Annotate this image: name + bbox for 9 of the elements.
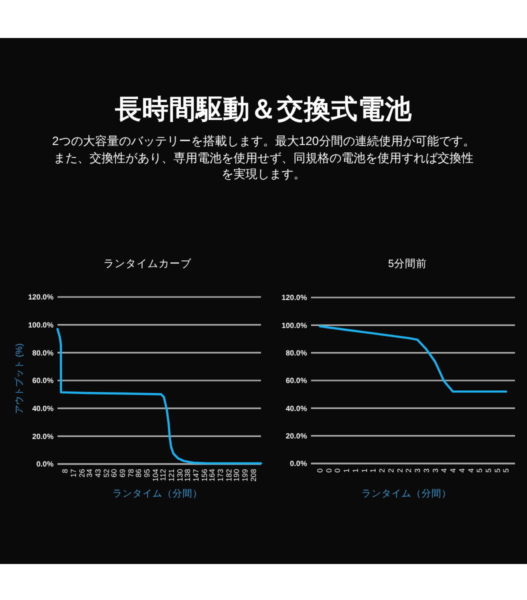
text: 2つの大容量のバッテリーを搭載します。最大120分間の連続使用が可能です。また、交換性があり、専用電池を使用せず、同規格の電池を使用すれば交換性を実現します。 [51,133,476,182]
y-axis-title: アウトプット (%) [14,343,24,414]
chart-title: 5分間前 [388,258,427,270]
x-axis-title: ランタイム（分間） [362,488,452,500]
text: 長時間駆動＆交換式電池 [114,94,413,124]
x-axis-title: ランタイム（分間） [112,488,202,500]
line-series [318,325,508,393]
chart-title: ランタイムカーブ [104,257,192,270]
line-series [56,328,262,464]
